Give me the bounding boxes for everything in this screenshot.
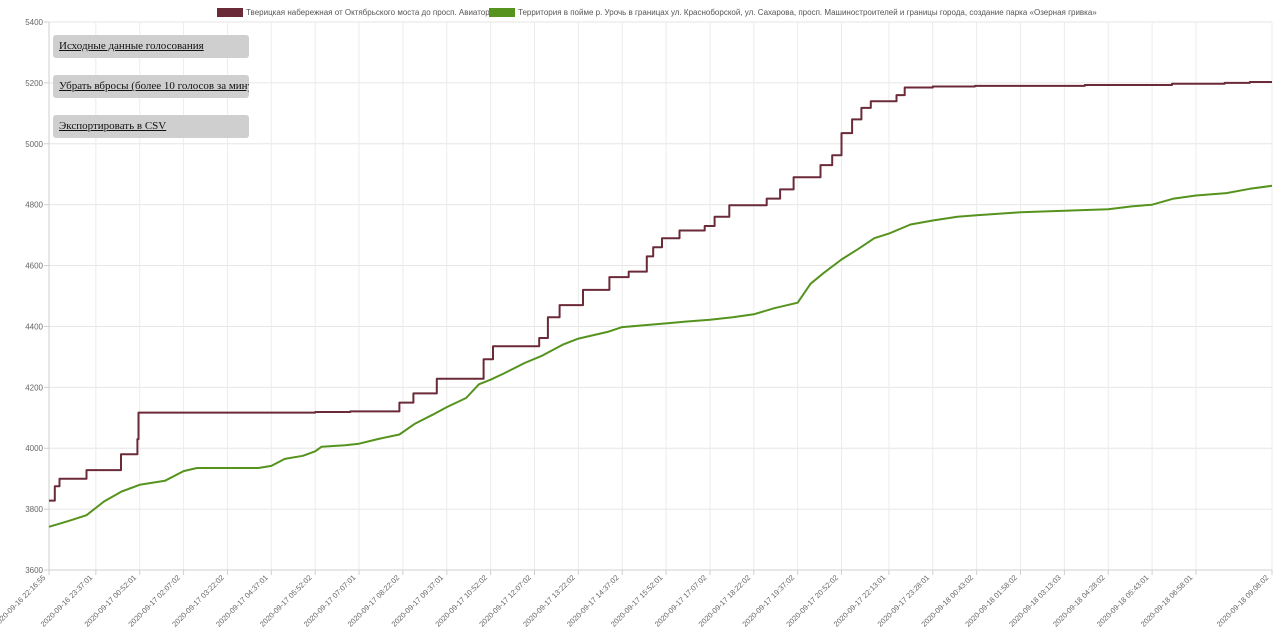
y-tick-label: 3600 <box>25 566 43 575</box>
y-tick-label: 4600 <box>25 262 43 271</box>
y-tick-label: 5400 <box>25 18 43 27</box>
raw-data-button[interactable]: Исходные данные голосования <box>53 35 249 58</box>
y-tick-label: 4200 <box>25 383 43 392</box>
y-tick-labels: 3600 3800 4000 4200 4400 4600 4800 5000 5200 5400 <box>25 18 43 575</box>
x-tick-label: 2020-09-18 09:08:02 <box>1215 573 1271 629</box>
export-csv-button[interactable]: Экспортировать в CSV <box>53 115 249 138</box>
legend-label-series-2: Территория в пойме р. Урочь в границах у… <box>518 7 1097 17</box>
legend-label-series-1: Тверицкая набережная от Октябрьского мос… <box>246 7 499 17</box>
series-lines <box>48 81 1273 528</box>
y-tick-label: 4000 <box>25 444 43 453</box>
y-tick-label: 3800 <box>25 505 43 514</box>
remove-outliers-button[interactable]: Убрать вбросы (более 10 голосов за минут… <box>53 75 249 98</box>
series-line-1 <box>49 81 1272 502</box>
y-tick-label: 5200 <box>25 79 43 88</box>
axes <box>44 21 1273 575</box>
y-tick-label: 4400 <box>25 322 43 331</box>
y-tick-label: 5000 <box>25 140 43 149</box>
grid-lines <box>48 21 1273 571</box>
legend-swatch-series-1 <box>217 7 243 17</box>
legend-item-series-2[interactable]: Территория в пойме р. Урочь в границах у… <box>489 6 1097 18</box>
legend-item-series-1[interactable]: Тверицкая набережная от Октябрьского мос… <box>217 6 498 18</box>
y-tick-label: 4800 <box>25 201 43 210</box>
series-line-2 <box>48 184 1273 528</box>
legend-swatch-series-2 <box>489 7 515 17</box>
